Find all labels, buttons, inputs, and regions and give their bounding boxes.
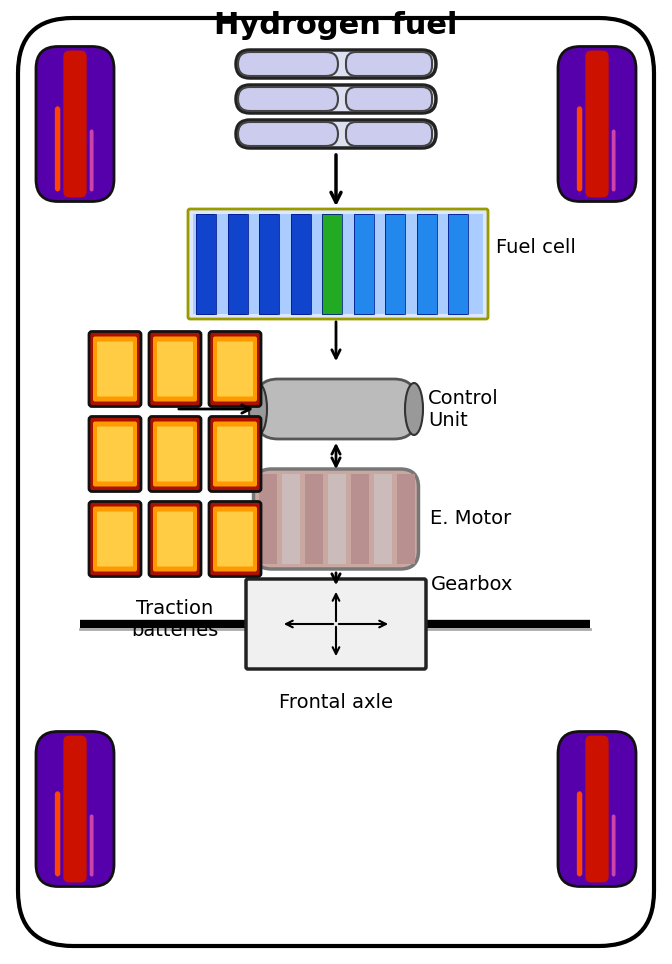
FancyBboxPatch shape — [238, 52, 338, 76]
FancyBboxPatch shape — [246, 579, 426, 669]
Ellipse shape — [405, 383, 423, 435]
FancyBboxPatch shape — [97, 512, 133, 567]
Bar — [193, 214, 483, 314]
FancyBboxPatch shape — [346, 122, 432, 146]
Bar — [228, 214, 247, 314]
FancyBboxPatch shape — [149, 501, 201, 576]
FancyBboxPatch shape — [89, 815, 93, 876]
Bar — [417, 214, 437, 314]
FancyBboxPatch shape — [153, 336, 197, 401]
Bar — [374, 474, 392, 564]
Bar — [322, 214, 342, 314]
FancyBboxPatch shape — [157, 341, 193, 396]
FancyBboxPatch shape — [236, 85, 436, 113]
Bar — [282, 474, 300, 564]
Bar — [196, 214, 216, 314]
FancyBboxPatch shape — [89, 129, 93, 192]
FancyBboxPatch shape — [236, 120, 436, 148]
FancyBboxPatch shape — [188, 209, 488, 319]
FancyBboxPatch shape — [93, 506, 137, 572]
Bar — [396, 474, 415, 564]
FancyBboxPatch shape — [36, 732, 114, 887]
FancyBboxPatch shape — [55, 791, 60, 876]
FancyBboxPatch shape — [18, 18, 654, 946]
Bar — [385, 214, 403, 314]
Bar — [196, 214, 214, 314]
FancyBboxPatch shape — [577, 791, 583, 876]
FancyBboxPatch shape — [346, 52, 432, 76]
FancyBboxPatch shape — [63, 50, 87, 198]
FancyBboxPatch shape — [209, 501, 261, 576]
FancyBboxPatch shape — [63, 736, 87, 882]
FancyBboxPatch shape — [93, 336, 137, 401]
Bar — [353, 214, 374, 314]
Bar — [322, 214, 340, 314]
FancyBboxPatch shape — [93, 421, 137, 487]
FancyBboxPatch shape — [209, 332, 261, 407]
FancyBboxPatch shape — [217, 512, 253, 567]
Text: E. Motor: E. Motor — [431, 510, 512, 528]
Bar — [259, 214, 277, 314]
Bar — [290, 214, 310, 314]
FancyBboxPatch shape — [238, 87, 338, 111]
FancyBboxPatch shape — [612, 815, 616, 876]
FancyBboxPatch shape — [213, 336, 257, 401]
Bar — [259, 214, 279, 314]
FancyBboxPatch shape — [153, 506, 197, 572]
Text: Frontal axle: Frontal axle — [279, 692, 393, 711]
FancyBboxPatch shape — [209, 416, 261, 492]
FancyBboxPatch shape — [577, 106, 583, 192]
FancyBboxPatch shape — [89, 416, 141, 492]
FancyBboxPatch shape — [149, 416, 201, 492]
FancyBboxPatch shape — [157, 426, 193, 481]
FancyBboxPatch shape — [346, 87, 432, 111]
Text: Traction
batteries: Traction batteries — [131, 599, 218, 639]
Bar — [448, 214, 466, 314]
Bar — [448, 214, 468, 314]
Bar — [259, 474, 276, 564]
FancyBboxPatch shape — [612, 129, 616, 192]
FancyBboxPatch shape — [558, 46, 636, 201]
FancyBboxPatch shape — [97, 341, 133, 396]
FancyBboxPatch shape — [238, 122, 338, 146]
FancyBboxPatch shape — [256, 379, 416, 439]
Bar — [327, 474, 345, 564]
Text: Fuel cell: Fuel cell — [496, 238, 576, 257]
FancyBboxPatch shape — [213, 506, 257, 572]
Bar — [385, 214, 405, 314]
Ellipse shape — [249, 383, 267, 435]
Text: Control
Unit: Control Unit — [428, 388, 499, 430]
FancyBboxPatch shape — [217, 426, 253, 481]
Bar — [290, 214, 308, 314]
FancyBboxPatch shape — [558, 732, 636, 887]
FancyBboxPatch shape — [153, 421, 197, 487]
Bar — [417, 214, 435, 314]
FancyBboxPatch shape — [585, 50, 609, 198]
Text: Gearbox: Gearbox — [431, 575, 513, 594]
Bar — [351, 474, 368, 564]
Text: Hydrogen fuel: Hydrogen fuel — [214, 12, 458, 40]
FancyBboxPatch shape — [36, 46, 114, 201]
FancyBboxPatch shape — [55, 106, 60, 192]
FancyBboxPatch shape — [97, 426, 133, 481]
Bar — [353, 214, 372, 314]
FancyBboxPatch shape — [213, 421, 257, 487]
FancyBboxPatch shape — [149, 332, 201, 407]
Bar — [304, 474, 323, 564]
FancyBboxPatch shape — [585, 736, 609, 882]
FancyBboxPatch shape — [89, 332, 141, 407]
FancyBboxPatch shape — [89, 501, 141, 576]
FancyBboxPatch shape — [253, 469, 419, 569]
FancyBboxPatch shape — [157, 512, 193, 567]
Bar — [228, 214, 245, 314]
FancyBboxPatch shape — [236, 50, 436, 78]
FancyBboxPatch shape — [217, 341, 253, 396]
